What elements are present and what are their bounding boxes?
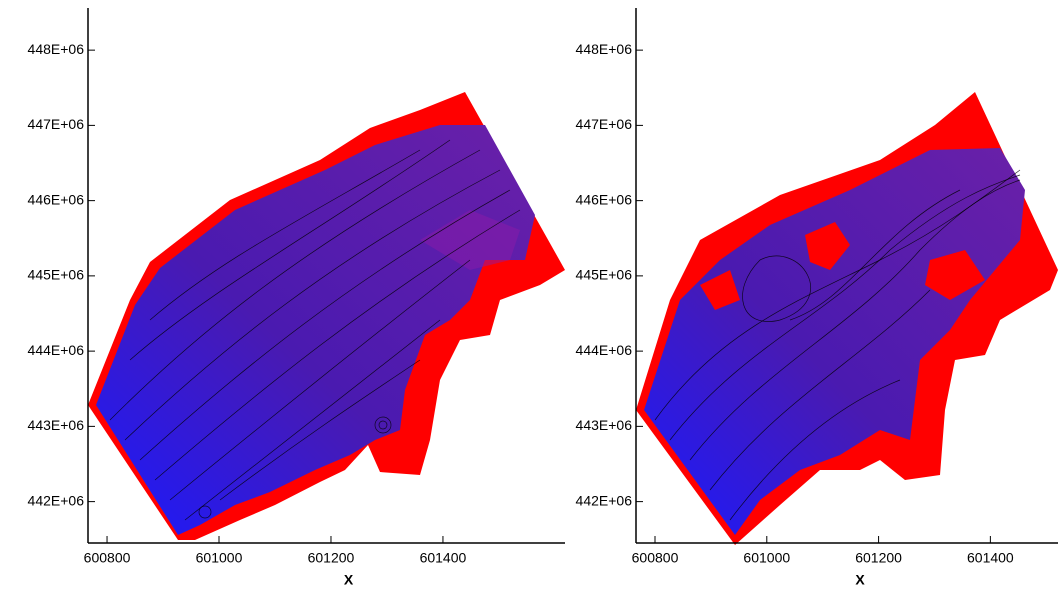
x-tick-label: 600800 <box>84 550 131 566</box>
x-axis-label: X <box>855 572 865 588</box>
y-tick-label: 444E+06 <box>28 342 85 358</box>
x-tick-label: 601200 <box>308 550 355 566</box>
x-tick-label: 601000 <box>196 550 243 566</box>
x-tick-label: 600800 <box>632 550 679 566</box>
field-left <box>88 92 565 540</box>
y-tick-label: 448E+06 <box>28 41 85 57</box>
x-tick-label: 601400 <box>967 550 1014 566</box>
field-right <box>636 92 1058 545</box>
y-tick-label: 447E+06 <box>28 116 85 132</box>
y-tick-label: 445E+06 <box>576 267 633 283</box>
y-tick-label: 446E+06 <box>28 191 85 207</box>
y-tick-label: 445E+06 <box>28 267 85 283</box>
y-tick-label: 442E+06 <box>576 492 633 508</box>
x-tick-label: 601200 <box>855 550 902 566</box>
x-axis-label: X <box>344 572 354 588</box>
y-tick-label: 446E+06 <box>576 191 633 207</box>
y-tick-label: 444E+06 <box>576 342 633 358</box>
x-tick-label: 601400 <box>420 550 467 566</box>
y-tick-label: 448E+06 <box>576 41 633 57</box>
y-tick-label: 447E+06 <box>576 116 633 132</box>
y-tick-label: 443E+06 <box>28 417 85 433</box>
x-tick-label: 601000 <box>743 550 790 566</box>
y-tick-label: 442E+06 <box>28 492 85 508</box>
axes: 442E+06 443E+06 444E+06 445E+06 446E+06 447E+… <box>28 8 1058 588</box>
y-tick-label: 443E+06 <box>576 417 633 433</box>
